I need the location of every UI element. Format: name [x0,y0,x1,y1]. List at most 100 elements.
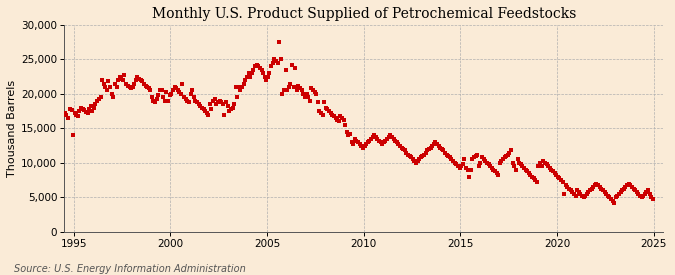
Point [167,88,178,93]
Point [97,78,107,82]
Point [529,176,539,180]
Point [188,95,199,100]
Point [601,192,612,196]
Point [179,95,190,100]
Point [380,139,391,143]
Point [313,100,323,104]
Point [638,194,649,198]
Point [109,81,120,86]
Point [567,190,578,194]
Point [238,81,249,86]
Point [127,85,138,89]
Point [296,88,307,93]
Point [460,166,471,170]
Point [388,136,399,141]
Point [327,112,338,117]
Point [644,192,655,196]
Point [421,150,431,155]
Point [470,154,481,158]
Point [105,85,115,89]
Point [217,102,228,106]
Point [489,169,500,173]
Point [433,144,444,148]
Point [68,133,78,138]
Point [240,78,251,82]
Point [164,93,175,97]
Point [518,166,529,170]
Point [227,106,238,110]
Point [373,139,384,143]
Point [530,178,541,182]
Point [533,164,544,169]
Point [383,134,394,139]
Point [560,183,571,187]
Point [237,85,248,89]
Point [477,155,487,160]
Point [364,139,375,143]
Point [404,154,415,158]
Point [445,155,456,160]
Point [174,90,185,95]
Point [502,152,513,157]
Point [82,111,93,116]
Point [510,167,521,172]
Point [90,102,101,106]
Point [271,59,281,63]
Point [84,107,95,111]
Point [300,95,310,100]
Point [559,192,570,196]
Point [522,169,533,173]
Point [192,100,202,104]
Point [441,152,452,157]
Point [416,155,427,160]
Point [468,155,479,160]
Point [483,162,494,166]
Point [588,185,599,189]
Point [431,141,442,146]
Point [424,147,435,151]
Point [456,164,466,169]
Point [398,147,408,151]
Point [116,76,127,81]
Point [572,188,583,193]
Point [348,141,358,146]
Point [235,88,246,93]
Point [589,183,600,187]
Point [135,78,146,82]
Point [225,107,236,111]
Point [290,65,301,70]
Point [232,95,243,100]
Point [580,194,591,198]
Point [417,154,428,158]
Point [132,75,143,79]
Point [198,107,209,111]
Point [593,183,603,187]
Point [171,86,182,90]
Point [410,161,421,165]
Point [408,157,418,162]
Point [360,141,371,146]
Point [195,104,206,109]
Point [573,190,584,194]
Point [450,161,460,165]
Point [258,71,269,75]
Point [382,136,393,141]
Point [325,111,336,116]
Point [155,88,165,93]
Point [190,98,200,103]
Point [298,92,309,96]
Point [150,100,161,104]
Point [467,157,478,162]
Point [292,88,302,93]
Point [389,139,400,143]
Point [491,171,502,175]
Point [308,88,319,93]
Point [275,57,286,62]
Point [111,85,122,89]
Point [288,85,299,89]
Point [392,140,402,144]
Point [418,152,429,157]
Point [482,161,493,165]
Point [537,164,547,169]
Point [314,109,325,113]
